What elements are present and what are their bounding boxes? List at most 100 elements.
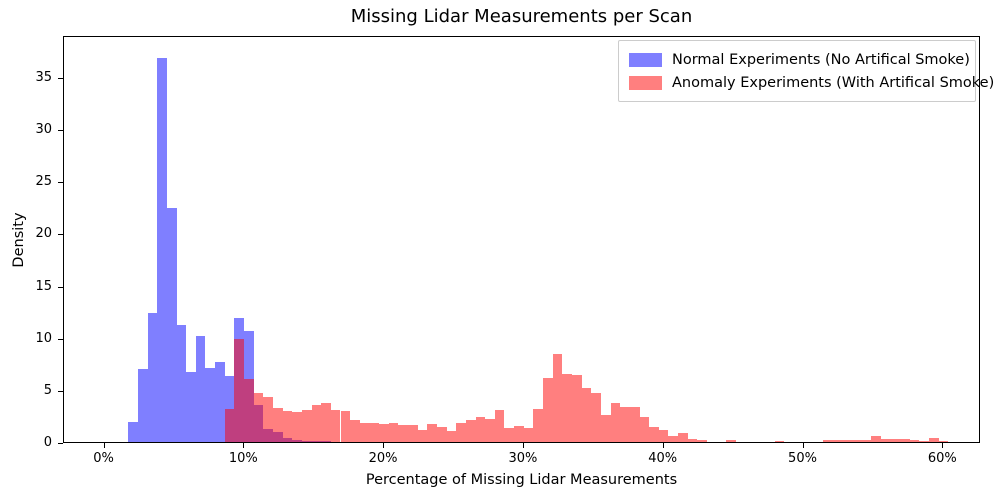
histogram-bars-layer (64, 37, 979, 442)
y-tick-label: 15 (35, 278, 52, 294)
normal-histogram-bar (205, 367, 216, 442)
anomaly-histogram-bar (543, 378, 553, 442)
anomaly-histogram-bar (861, 440, 871, 442)
anomaly-histogram-bar (282, 410, 293, 442)
anomaly-histogram-bar (842, 439, 852, 442)
anomaly-histogram-bar (456, 422, 466, 442)
anomaly-histogram-bar (880, 439, 891, 442)
anomaly-histogram-bar (678, 432, 688, 442)
anomaly-histogram-bar (253, 392, 264, 442)
y-tick-label: 25 (35, 174, 52, 190)
x-tick-label: 30% (508, 451, 538, 466)
anomaly-histogram-bar (610, 402, 621, 442)
normal-histogram-bar (176, 325, 187, 442)
y-tick-label: 0 (43, 435, 52, 450)
y-tick-label: 20 (35, 226, 52, 242)
x-tick-mark (942, 443, 944, 448)
x-tick-label: 10% (228, 451, 258, 466)
anomaly-histogram-bar (774, 440, 785, 442)
anomaly-histogram-bar (244, 379, 254, 442)
anomaly-histogram-bar (687, 439, 698, 442)
x-tick-mark (103, 443, 105, 448)
normal-histogram-bar (137, 368, 148, 442)
x-tick-mark (243, 443, 245, 448)
x-tick-mark (383, 443, 385, 448)
anomaly-histogram-bar (649, 426, 659, 442)
x-tick-label: 50% (788, 451, 817, 466)
anomaly-histogram-bar (832, 439, 843, 442)
anomaly-histogram-bar (417, 430, 428, 442)
y-tick-mark (58, 234, 63, 236)
anomaly-histogram-bar (321, 403, 331, 442)
y-tick-label: 30 (35, 121, 52, 137)
anomaly-histogram-bar (398, 425, 408, 442)
anomaly-histogram-bar (514, 426, 524, 442)
y-tick-mark (58, 77, 63, 79)
anomaly-histogram-bar (292, 411, 302, 442)
anomaly-histogram-bar (311, 404, 322, 442)
anomaly-histogram-bar (620, 406, 630, 442)
anomaly-histogram-bar (494, 409, 505, 442)
y-tick-mark (58, 443, 63, 444)
legend-label-anomaly: Anomaly Experiments (With Artifical Smok… (672, 74, 995, 91)
anomaly-histogram-bar (533, 409, 544, 442)
legend: Normal Experiments (No Artifical Smoke) … (618, 40, 994, 102)
anomaly-histogram-bar (436, 426, 447, 442)
anomaly-histogram-bar (263, 396, 273, 442)
anomaly-histogram-bar (658, 430, 669, 442)
y-tick-mark (58, 338, 63, 340)
x-tick-mark (802, 443, 804, 448)
anomaly-histogram-bar (697, 440, 707, 442)
anomaly-histogram-bar (600, 414, 611, 442)
anomaly-histogram-bar (899, 439, 910, 442)
anomaly-histogram-bar (350, 420, 360, 442)
y-tick-mark (58, 129, 63, 131)
anomaly-histogram-bar (890, 438, 900, 442)
x-tick-label: 60% (927, 451, 957, 466)
normal-histogram-bar (128, 422, 138, 442)
anomaly-histogram-bar (224, 408, 235, 442)
anomaly-histogram-bar (851, 440, 862, 442)
anomaly-histogram-bar (475, 417, 486, 442)
anomaly-histogram-bar (427, 423, 437, 442)
anomaly-histogram-bar (938, 441, 949, 442)
anomaly-histogram-bar (485, 419, 495, 442)
y-tick-label: 35 (35, 69, 52, 85)
normal-histogram-bar (166, 208, 177, 442)
y-tick-mark (58, 286, 63, 288)
anomaly-histogram-bar (591, 393, 601, 442)
anomaly-histogram-bar (340, 411, 351, 442)
normal-histogram-bar (147, 312, 158, 442)
anomaly-histogram-bar (465, 419, 476, 442)
anomaly-histogram-bar (726, 440, 736, 442)
legend-label-normal: Normal Experiments (No Artifical Smoke) (672, 51, 970, 68)
x-tick-label: 40% (648, 451, 678, 466)
anomaly-histogram-bar (909, 440, 920, 442)
anomaly-histogram-bar (330, 409, 341, 442)
anomaly-histogram-bar (446, 430, 457, 442)
normal-histogram-bar (157, 57, 167, 442)
chart-title: Missing Lidar Measurements per Scan (350, 6, 693, 27)
y-tick-label: 10 (35, 330, 52, 346)
anomaly-histogram-bar (552, 353, 563, 442)
anomaly-histogram-bar (272, 407, 283, 442)
legend-item-normal: Normal Experiments (No Artifical Smoke) (629, 48, 970, 71)
normal-histogram-bar (195, 335, 206, 442)
anomaly-histogram-bar (388, 422, 399, 442)
x-axis-label: Percentage of Missing Lidar Measurements (365, 472, 678, 488)
x-tick-mark (522, 443, 524, 448)
x-tick-mark (662, 443, 664, 448)
anomaly-histogram-bar (359, 422, 370, 442)
anomaly-histogram-bar (668, 435, 679, 442)
anomaly-histogram-bar (629, 407, 640, 442)
anomaly-histogram-bar (928, 437, 939, 442)
normal-histogram-bar (215, 361, 225, 442)
anomaly-histogram-bar (822, 440, 833, 442)
normal-histogram-bar (186, 372, 196, 442)
anomaly-histogram-bar (870, 435, 881, 442)
y-tick-mark (58, 182, 63, 184)
anomaly-histogram-bar (581, 388, 592, 442)
anomaly-series-swatch (629, 75, 662, 90)
y-tick-label: 5 (43, 382, 52, 398)
